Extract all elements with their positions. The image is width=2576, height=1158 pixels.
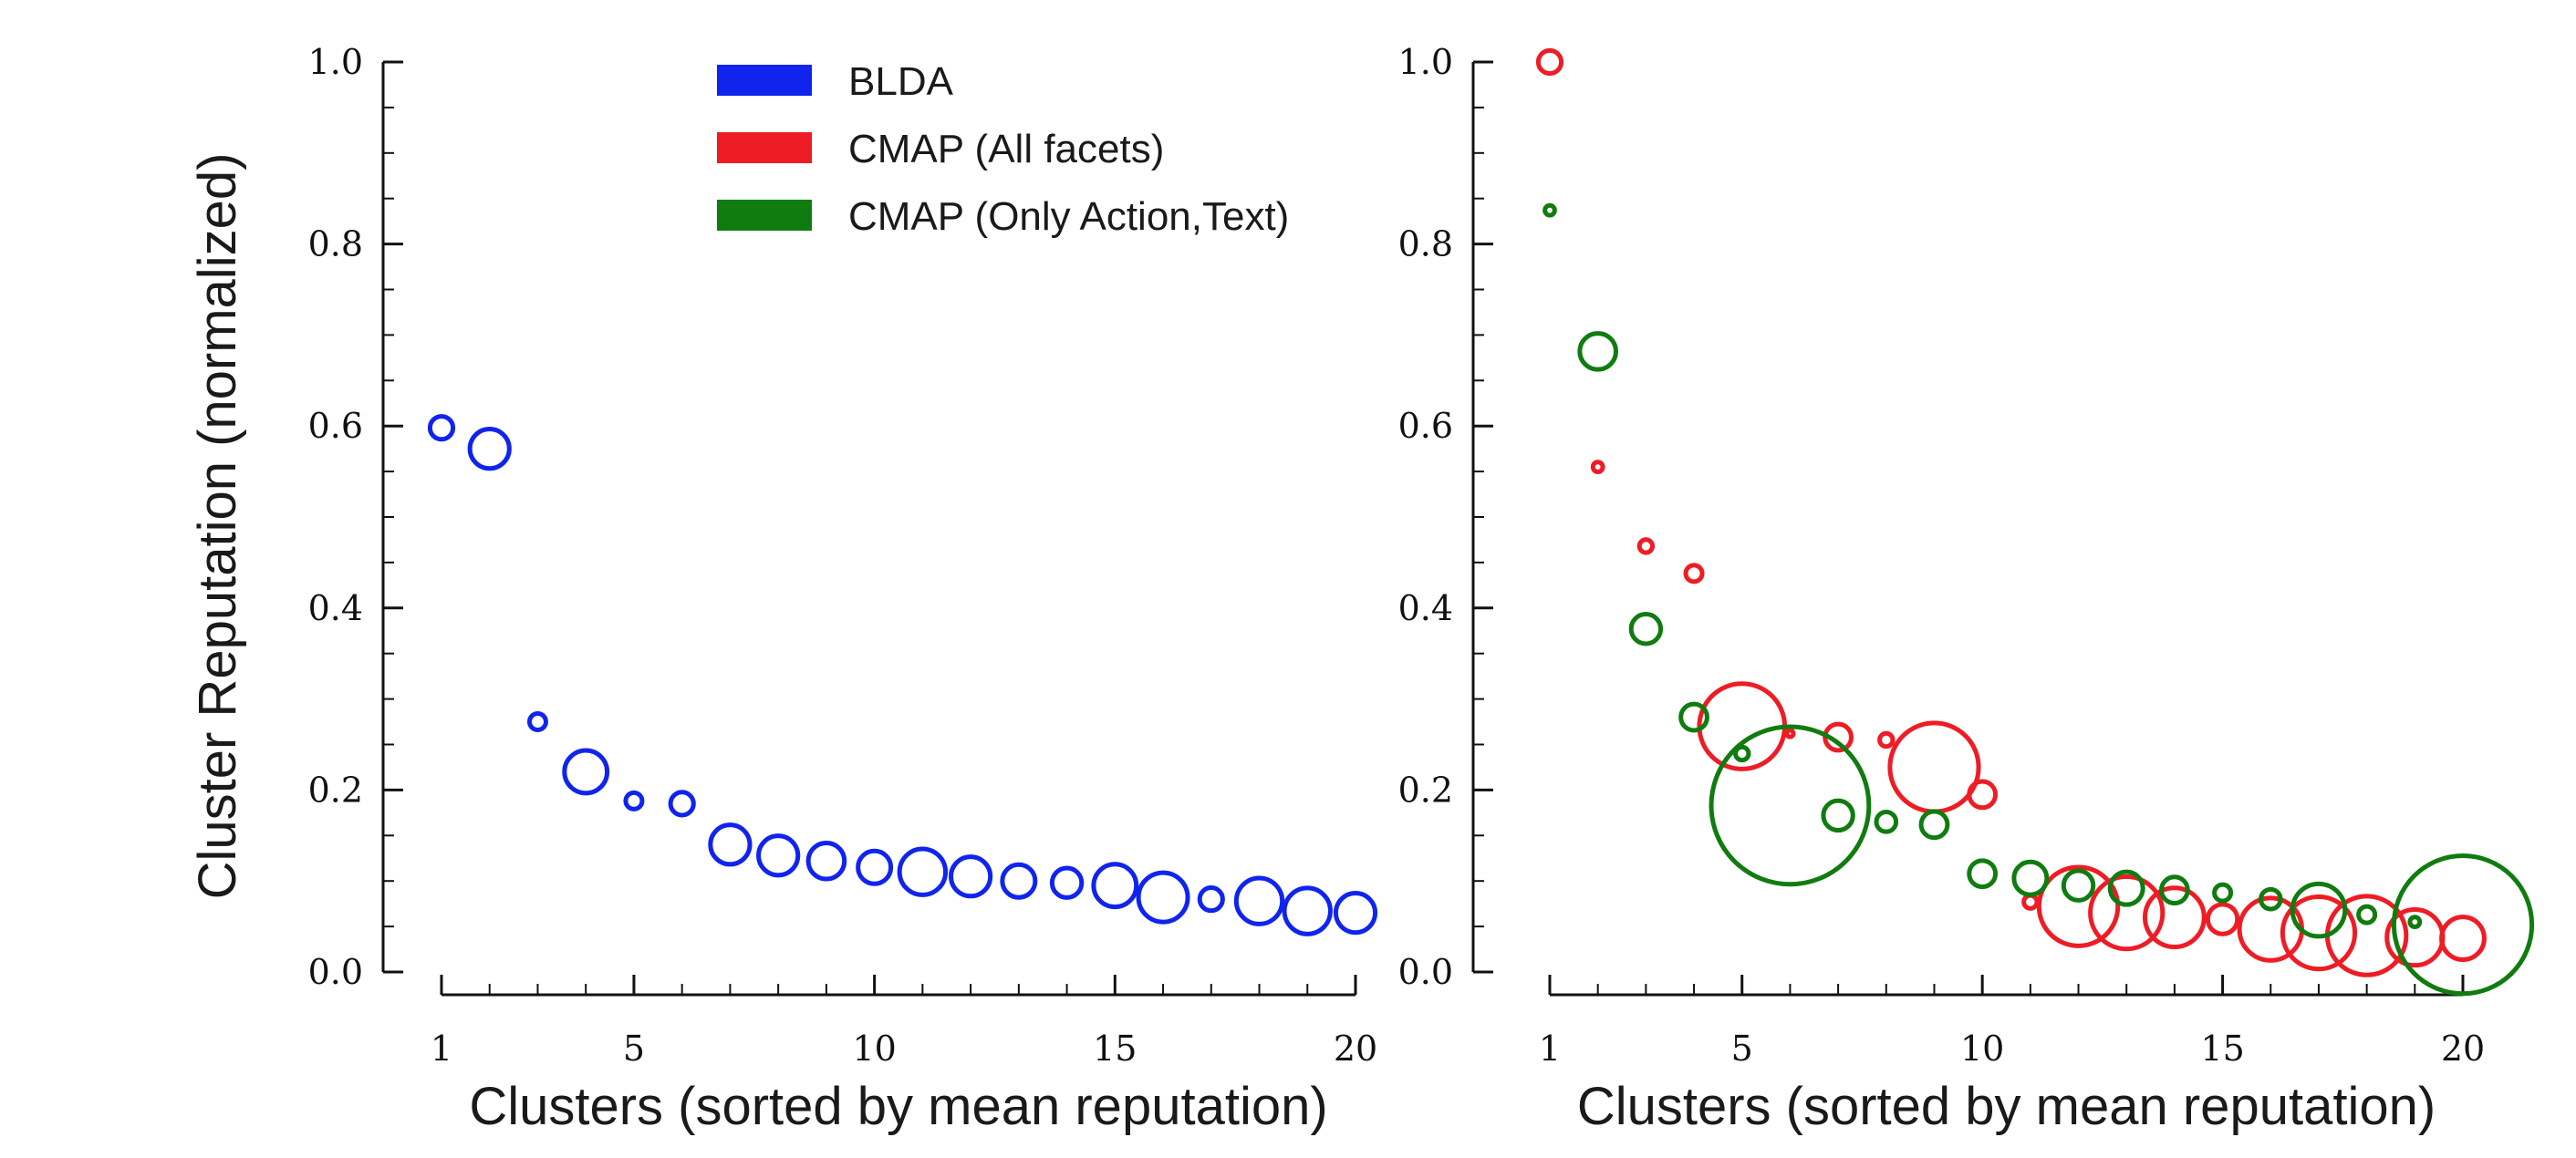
- data-point: [1636, 537, 1656, 555]
- y-tick-label: 0.4: [1398, 588, 1453, 628]
- data-point: [2107, 869, 2145, 907]
- data-point: [1678, 701, 1709, 733]
- legend-label: BLDA: [848, 59, 954, 104]
- data-point: [1049, 865, 1085, 900]
- legend-label: CMAP (Only Action,Text): [848, 194, 1289, 239]
- data-point: [805, 840, 847, 882]
- y-tick-label: 1.0: [1398, 42, 1453, 82]
- legend-label: CMAP (All facets): [848, 127, 1164, 171]
- data-point: [2088, 874, 2166, 952]
- data-point: [2205, 902, 2240, 936]
- data-point: [623, 790, 645, 812]
- x-axis-title: Clusters (sorted by mean reputation): [469, 1077, 1327, 1136]
- data-point: [1697, 681, 1788, 771]
- data-point: [2142, 885, 2207, 950]
- data-point: [1091, 862, 1139, 910]
- data-point: [2290, 881, 2348, 939]
- data-point: [1683, 563, 1705, 584]
- data-point: [427, 414, 456, 442]
- data-point: [2391, 853, 2535, 997]
- data-point: [1733, 744, 1751, 763]
- y-tick-label: 0.2: [1398, 770, 1453, 810]
- series-blda: [427, 414, 1378, 936]
- x-tick-label: 15: [2200, 1029, 2244, 1069]
- data-point: [1577, 331, 1618, 372]
- data-point: [467, 427, 512, 471]
- legend-swatch: [717, 200, 812, 231]
- y-tick-label: 0.0: [308, 952, 363, 992]
- y-tick-label: 0.6: [1398, 406, 1453, 446]
- x-tick-label: 10: [852, 1029, 896, 1069]
- data-point: [1136, 870, 1190, 925]
- data-point: [708, 822, 753, 867]
- data-point: [756, 833, 801, 878]
- data-point: [2021, 893, 2040, 911]
- data-point: [2011, 859, 2050, 897]
- series-cmap-all-facets: [1535, 47, 2487, 977]
- x-tick-label: 5: [1731, 1029, 1753, 1069]
- data-point: [1821, 798, 1855, 833]
- data-point: [2356, 904, 2378, 925]
- data-point: [526, 711, 548, 733]
- data-point: [1542, 202, 1557, 218]
- y-tick-label: 1.0: [308, 42, 363, 82]
- data-point: [897, 846, 949, 897]
- data-point: [1887, 720, 1981, 814]
- y-tick-label: 0.2: [308, 770, 363, 810]
- data-point: [856, 848, 894, 886]
- data-point: [1000, 862, 1038, 900]
- data-point: [1709, 724, 1872, 887]
- x-tick-label: 5: [623, 1029, 645, 1069]
- data-point: [2212, 882, 2234, 904]
- data-point: [2407, 915, 2423, 930]
- data-point: [1333, 891, 1378, 936]
- data-point: [2158, 874, 2190, 906]
- data-point: [1233, 875, 1285, 926]
- data-point: [1877, 730, 1896, 750]
- data-point: [2036, 864, 2121, 948]
- legend: BLDA CMAP (All facets) CMAP (Only Action,T…: [717, 59, 1289, 239]
- data-point: [1784, 728, 1796, 739]
- data-point: [2280, 894, 2358, 972]
- x-tick-label: 10: [1960, 1029, 2004, 1069]
- data-point: [949, 854, 993, 899]
- data-point: [1918, 809, 1950, 841]
- data-point: [1874, 810, 1899, 834]
- data-point: [1628, 612, 1664, 646]
- data-point: [2258, 886, 2283, 912]
- x-tick-label: 1: [431, 1029, 452, 1069]
- data-point: [1282, 885, 1333, 936]
- data-point: [1967, 858, 1999, 890]
- x-tick-label: 20: [1334, 1029, 1377, 1069]
- x-tick-label: 20: [2441, 1029, 2485, 1069]
- series-cmap-only-action-text: [1542, 202, 2535, 997]
- y-tick-label: 0.8: [308, 224, 363, 264]
- data-point: [2061, 868, 2096, 903]
- data-point: [1197, 885, 1225, 914]
- y-tick-label: 0.8: [1398, 224, 1453, 264]
- data-point: [1590, 460, 1605, 475]
- data-point: [1535, 47, 1564, 77]
- data-point: [2439, 915, 2487, 962]
- y-axis-title: Cluster Reputation (normalized): [188, 153, 247, 900]
- legend-swatch: [717, 132, 812, 163]
- y-tick-label: 0.0: [1398, 952, 1453, 992]
- x-tick-label: 15: [1093, 1029, 1137, 1069]
- data-point: [668, 790, 696, 818]
- data-point: [562, 748, 610, 796]
- y-tick-label: 0.6: [308, 406, 363, 446]
- legend-swatch: [717, 65, 812, 96]
- x-tick-label: 1: [1539, 1029, 1561, 1069]
- data-point: [1967, 779, 1999, 811]
- x-axis-title: Clusters (sorted by mean reputation): [1577, 1077, 2436, 1136]
- y-tick-label: 0.4: [308, 588, 363, 628]
